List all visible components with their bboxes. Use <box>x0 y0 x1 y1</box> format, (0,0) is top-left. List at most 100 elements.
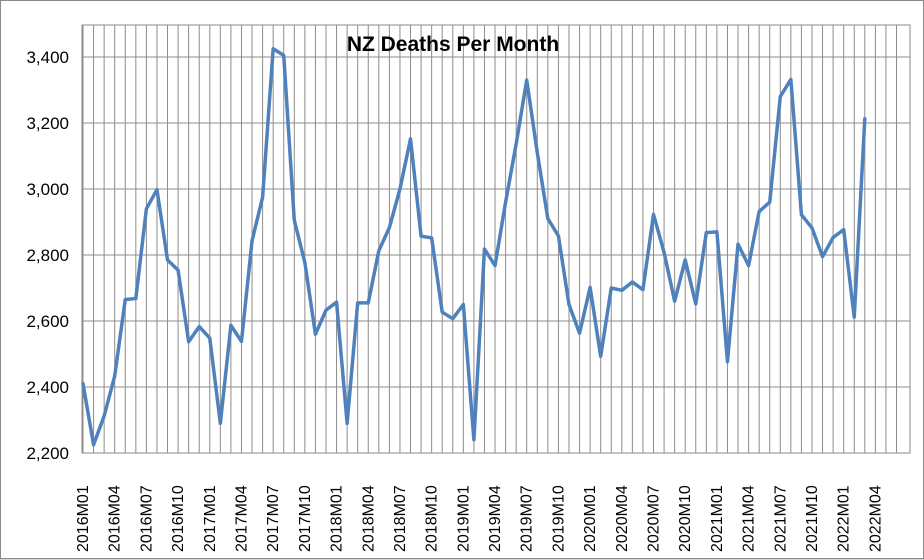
x-tick-label: 2018M04 <box>360 485 377 552</box>
data-point <box>821 255 824 258</box>
data-point <box>388 226 391 229</box>
data-point <box>345 422 349 425</box>
data-point <box>472 438 476 441</box>
y-tick-label: 2,200 <box>26 444 69 463</box>
data-point <box>684 258 687 262</box>
data-point <box>419 234 423 238</box>
y-tick-label: 2,600 <box>26 312 69 331</box>
data-point <box>367 301 370 305</box>
y-axis-tick-labels: 2,200 2,400 2,600 2,800 3,000 3,200 3,400 <box>26 48 69 463</box>
x-tick-label: 2020M07 <box>646 485 663 552</box>
x-tick-label: 2019M01 <box>455 485 472 552</box>
data-point <box>631 280 634 284</box>
x-tick-label: 2021M10 <box>804 485 821 552</box>
data-point <box>493 264 497 267</box>
data-point <box>546 217 550 220</box>
data-point <box>155 188 159 191</box>
data-point <box>219 422 222 425</box>
x-tick-label: 2019M04 <box>487 485 504 552</box>
data-point <box>842 228 845 231</box>
data-point <box>229 324 233 327</box>
data-point <box>356 301 359 305</box>
data-point <box>451 317 454 320</box>
data-point <box>441 310 444 314</box>
data-point <box>504 201 507 204</box>
data-point <box>578 332 581 335</box>
data-point <box>652 213 655 216</box>
data-point <box>557 234 560 238</box>
data-point <box>525 78 528 82</box>
data-point <box>610 286 613 290</box>
x-tick-label: 2021M01 <box>709 485 726 552</box>
data-point <box>694 302 697 306</box>
data-point <box>588 286 592 289</box>
data-point <box>113 374 116 378</box>
data-point <box>726 360 729 363</box>
x-tick-label: 2016M04 <box>107 485 124 552</box>
x-tick-label: 2018M07 <box>392 485 409 552</box>
data-point <box>536 151 539 154</box>
x-tick-label: 2017M07 <box>265 485 282 552</box>
data-point <box>768 201 771 204</box>
data-point <box>800 213 803 216</box>
x-tick-label: 2016M01 <box>75 485 92 552</box>
data-point <box>662 251 666 254</box>
data-point <box>483 247 486 251</box>
data-point <box>282 54 285 57</box>
y-tick-label: 3,000 <box>26 180 69 199</box>
data-point <box>779 95 782 98</box>
data-point <box>673 300 676 303</box>
data-point <box>430 236 433 240</box>
data-point <box>324 308 328 312</box>
data-point <box>124 298 127 301</box>
data-point <box>831 236 835 239</box>
data-point <box>705 231 708 234</box>
data-point <box>641 288 645 291</box>
series-group <box>81 47 867 447</box>
y-tick-label: 2,800 <box>26 246 69 265</box>
y-tick-label: 2,400 <box>26 378 69 397</box>
data-point <box>92 443 95 446</box>
data-point <box>736 242 740 246</box>
x-axis-tick-labels: 2016M01 2016M04 2016M07 2016M10 2017M01 2017M… <box>75 485 884 552</box>
x-tick-label: 2016M10 <box>170 485 187 552</box>
data-point <box>208 336 211 340</box>
data-point <box>293 219 296 222</box>
data-point <box>102 414 106 418</box>
data-point <box>409 137 412 141</box>
data-point <box>261 196 264 199</box>
x-tick-label: 2022M01 <box>836 485 853 552</box>
x-tick-label: 2018M10 <box>424 485 441 552</box>
x-tick-label: 2022M04 <box>867 485 884 552</box>
x-tick-label: 2019M07 <box>519 485 536 552</box>
y-tick-label: 3,400 <box>26 48 69 67</box>
plot-area-border <box>81 24 911 454</box>
data-point <box>271 47 275 50</box>
x-tick-label: 2020M01 <box>582 485 599 552</box>
data-point <box>620 289 624 292</box>
data-point <box>335 300 338 304</box>
data-point <box>198 325 201 328</box>
data-point <box>715 230 719 234</box>
data-point <box>462 303 465 306</box>
x-tick-label: 2020M04 <box>614 485 631 552</box>
data-point <box>303 261 307 264</box>
x-tick-label: 2021M07 <box>772 485 789 552</box>
data-point <box>166 258 169 262</box>
data-point <box>398 187 402 191</box>
data-point <box>599 355 602 358</box>
data-point <box>789 78 793 81</box>
data-point <box>810 226 814 230</box>
data-point <box>187 340 190 343</box>
data-point <box>250 239 254 243</box>
x-tick-label: 2017M10 <box>297 485 314 552</box>
data-point <box>747 264 750 267</box>
x-tick-label: 2021M04 <box>741 485 758 552</box>
data-point <box>757 210 761 213</box>
data-point <box>514 142 518 145</box>
data-point <box>377 249 381 252</box>
data-point <box>176 268 180 272</box>
data-point <box>145 207 148 210</box>
